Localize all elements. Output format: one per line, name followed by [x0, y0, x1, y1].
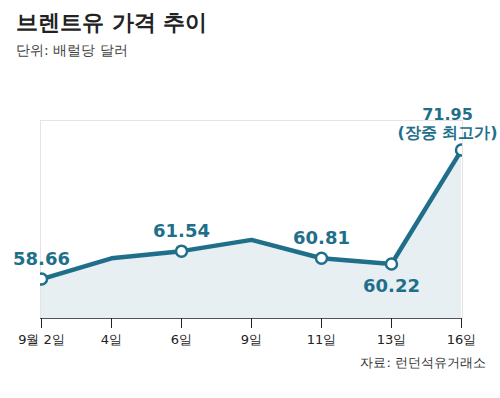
- html-text:브렌트유 가격 추이: 브렌트유 가격 추이: [16, 10, 208, 35]
- svg-text:4일: 4일: [101, 332, 122, 347]
- svg-text:58.66: 58.66: [13, 248, 70, 269]
- svg-text:61.54: 61.54: [153, 220, 210, 241]
- svg-text:11일: 11일: [307, 332, 337, 347]
- html-text:단위: 배럴당 달러: 단위: 배럴당 달러: [16, 42, 128, 58]
- svg-text:9일: 9일: [241, 332, 262, 347]
- svg-text:6일: 6일: [171, 332, 192, 347]
- svg-text:60.22: 60.22: [363, 275, 420, 296]
- svg-text:71.95(장중 최고가): 71.95(장중 최고가): [397, 105, 497, 142]
- svg-text:9월 2일: 9월 2일: [18, 332, 65, 347]
- svg-text:16일: 16일: [447, 332, 477, 347]
- svg-text:60.81: 60.81: [293, 227, 350, 248]
- svg-text:13일: 13일: [377, 332, 407, 347]
- html-text:자료: 런던석유거래소: 자료: 런던석유거래소: [360, 355, 486, 370]
